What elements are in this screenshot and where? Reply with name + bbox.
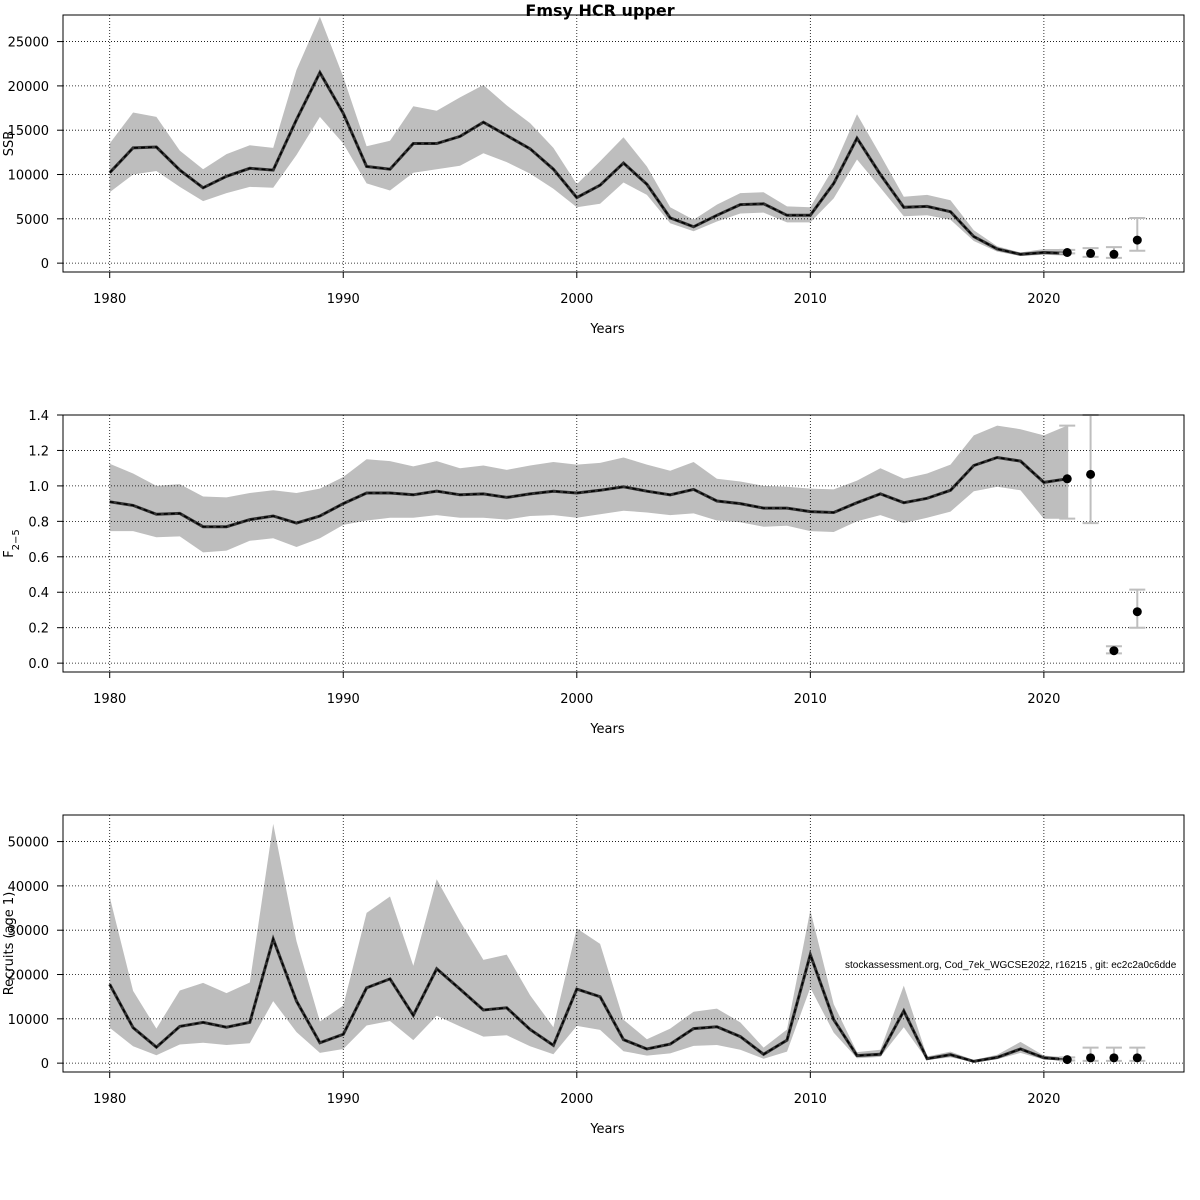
ssb-x-axis-title: Years: [589, 322, 625, 337]
recruits-y-axis-title: Recruits (age 1): [2, 892, 17, 996]
recruits-estimate-line-dash: [109, 936, 1068, 1063]
recruits-forecast-point: [1109, 1053, 1119, 1063]
recruits-x-tick-label: 1990: [327, 1092, 360, 1107]
recruits-y-tick-label: 0: [41, 1057, 49, 1072]
recruits-y-tick-label: 10000: [8, 1013, 49, 1028]
fbar-estimate-line: [109, 455, 1068, 529]
fbar-confidence-band: [109, 425, 1068, 553]
ssb-x-tick-label: 2020: [1027, 292, 1060, 307]
fbar-y-tick-label: 0.6: [28, 551, 49, 566]
ssb-y-tick-label: 25000: [8, 36, 49, 51]
fbar-x-tick-label: 1990: [327, 692, 360, 707]
fbar-forecast-point: [1132, 607, 1142, 617]
fbar-forecast-point: [1109, 646, 1119, 656]
fbar-y-tick-label: 1.2: [28, 444, 49, 459]
recruits-forecast-point: [1132, 1053, 1142, 1063]
recruits-y-tick-label: 30000: [8, 924, 49, 939]
ssb-y-tick-label: 5000: [16, 213, 49, 228]
ssb-plot-frame: [62, 14, 1185, 273]
fbar-forecast-point: [1086, 469, 1096, 479]
ssb-y-axis-title: SSB: [2, 131, 17, 156]
ssb-x-tick-label: 2010: [794, 292, 827, 307]
fbar-x-tick-label: 2010: [794, 692, 827, 707]
fbar-x-tick-label: 1980: [93, 692, 126, 707]
recruits-y-tick-label: 40000: [8, 880, 49, 895]
recruits-x-axis-title: Years: [589, 1122, 625, 1137]
recruits-panel: 1980 1990 2000 2010 2020 0 10000 20000 30000 4000…: [2, 814, 1185, 1137]
ssb-forecast-point: [1086, 248, 1096, 258]
ssb-panel: 1980 1990 2000 2010 2020 0 5000 10000 15000 20000…: [2, 14, 1185, 337]
fbar-y-tick-label: 1.4: [28, 409, 49, 424]
fbar-y-axis-title-main: F: [2, 550, 17, 557]
recruits-x-tick-label: 1980: [93, 1092, 126, 1107]
fbar-y-axis-title-sub: 2−5: [11, 529, 22, 550]
chart-title: Fmsy HCR upper: [525, 1, 674, 20]
fbar-x-axis-title: Years: [589, 722, 625, 737]
ssb-x-tick-label: 1990: [327, 292, 360, 307]
fbar-y-tick-label: 1.0: [28, 480, 49, 495]
ssb-estimate-line-dash: [109, 71, 1068, 256]
ssb-x-tick-label: 2000: [560, 292, 593, 307]
recruits-forecast-point: [1062, 1055, 1072, 1065]
fbar-y-tick-label: 0.4: [28, 586, 49, 601]
fbar-forecast-point: [1062, 474, 1072, 484]
ssb-forecast-point: [1109, 249, 1119, 259]
ssb-y-tick-label: 0: [41, 257, 49, 272]
ssb-confidence-band: [109, 16, 1068, 256]
fbar-panel: 1980 1990 2000 2010 2020 0.0 0.2 0.4 0.6 0.8 1.0 1.…: [2, 409, 1185, 737]
ssb-forecast-point: [1132, 235, 1142, 245]
recruits-y-tick-label: 20000: [8, 969, 49, 984]
fbar-y-tick-label: 0.8: [28, 515, 49, 530]
recruits-forecast-point: [1086, 1053, 1096, 1063]
ssb-y-tick-label: 20000: [8, 80, 49, 95]
fbar-plot-frame: [62, 414, 1185, 673]
recruits-plot-frame: [62, 814, 1185, 1073]
ssb-y-tick-label: 15000: [8, 124, 49, 139]
fbar-y-tick-label: 0.0: [28, 657, 49, 672]
ssb-y-tick-label: 10000: [8, 169, 49, 184]
ssb-x-tick-label: 1980: [93, 292, 126, 307]
fbar-y-tick-label: 0.2: [28, 622, 49, 637]
fbar-y-axis-title: F2−5: [2, 529, 22, 558]
watermark-text: stockassessment.org, Cod_7ek_WGCSE2022, …: [845, 960, 1177, 971]
fbar-x-tick-label: 2000: [560, 692, 593, 707]
recruits-x-tick-label: 2000: [560, 1092, 593, 1107]
ssb-forecast-point: [1062, 248, 1072, 258]
recruits-x-tick-label: 2020: [1027, 1092, 1060, 1107]
fbar-x-tick-label: 2020: [1027, 692, 1060, 707]
recruits-y-tick-label: 50000: [8, 836, 49, 851]
recruits-x-tick-label: 2010: [794, 1092, 827, 1107]
